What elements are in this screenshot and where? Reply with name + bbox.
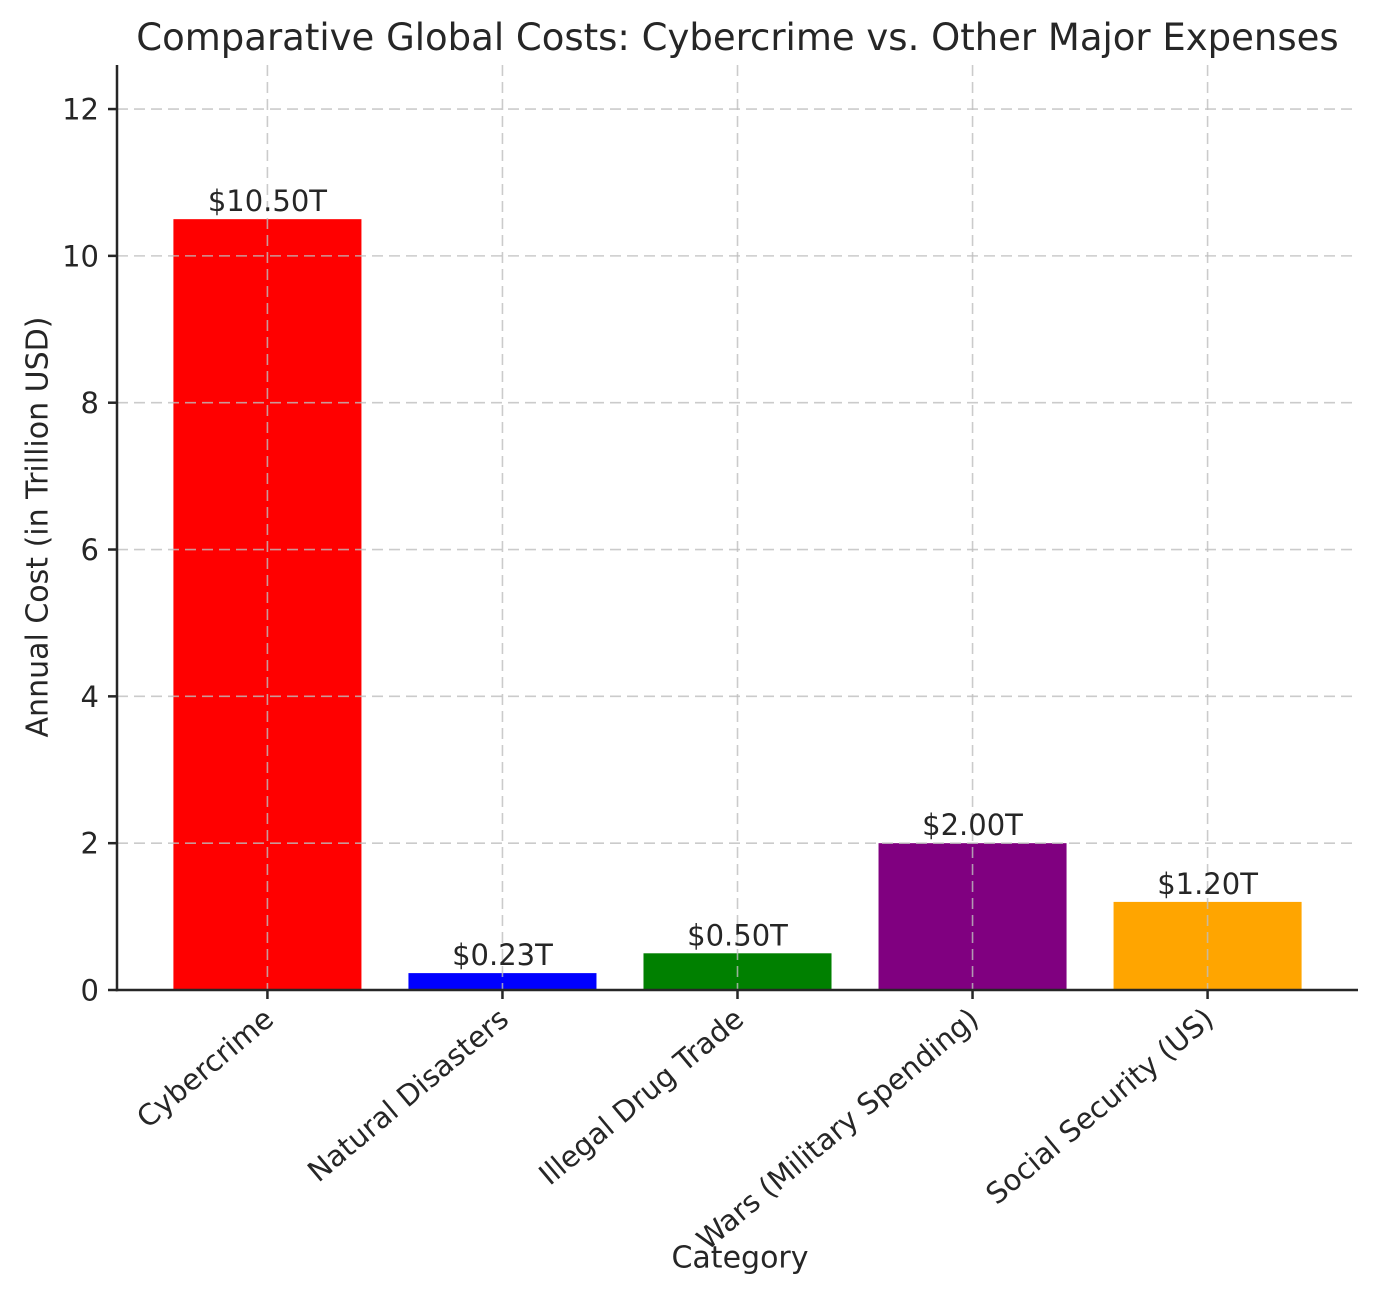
y-tick-label-8: 8 bbox=[81, 386, 99, 420]
x-tick-label-natural-disasters: Natural Disasters bbox=[301, 1001, 515, 1188]
bar-natural-disasters bbox=[408, 973, 597, 990]
x-tick-label-social-security-us: Social Security (US) bbox=[979, 1001, 1220, 1211]
bar-value-label-wars-military-spending: $2.00T bbox=[922, 808, 1023, 842]
y-tick-label-6: 6 bbox=[81, 533, 99, 567]
bar-value-label-cybercrime: $10.50T bbox=[208, 184, 327, 218]
y-tick-label-10: 10 bbox=[62, 239, 99, 273]
y-tick-label-2: 2 bbox=[81, 827, 99, 861]
bar-value-label-illegal-drug-trade: $0.50T bbox=[687, 918, 788, 952]
bar-value-label-natural-disasters: $0.23T bbox=[452, 938, 553, 972]
bar-value-label-social-security-us: $1.20T bbox=[1157, 867, 1258, 901]
y-tick-label-0: 0 bbox=[81, 973, 99, 1007]
chart-title: Comparative Global Costs: Cybercrime vs.… bbox=[136, 16, 1339, 59]
x-tick-label-illegal-drug-trade: Illegal Drug Trade bbox=[532, 1001, 750, 1191]
y-tick-label-12: 12 bbox=[62, 92, 99, 126]
x-tick-label-cybercrime: Cybercrime bbox=[130, 1001, 280, 1134]
y-tick-label-4: 4 bbox=[81, 680, 99, 714]
x-axis-label: Category bbox=[671, 1240, 809, 1276]
